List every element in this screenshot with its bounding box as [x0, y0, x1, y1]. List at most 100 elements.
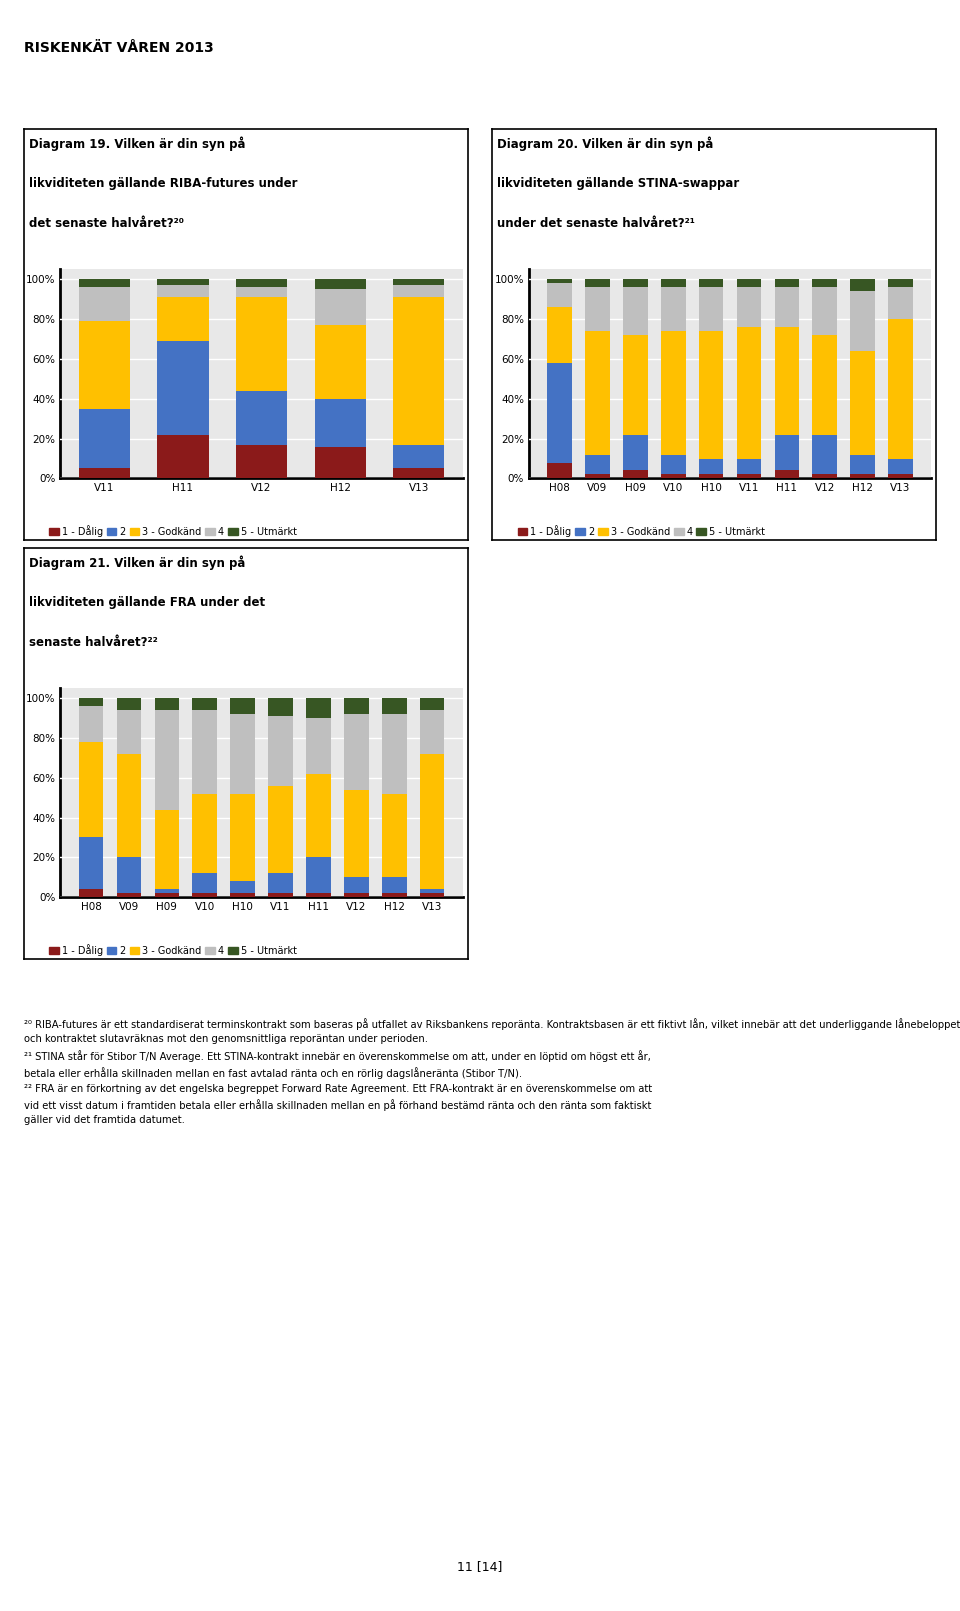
Bar — [736, 287, 761, 327]
Bar — [586, 279, 610, 287]
Text: Diagram 19. Vilken är din syn på: Diagram 19. Vilken är din syn på — [29, 137, 246, 151]
Bar — [547, 279, 572, 284]
Bar — [268, 873, 293, 894]
Bar — [79, 706, 104, 741]
Bar — [315, 279, 366, 288]
Bar — [268, 715, 293, 786]
Bar — [236, 445, 287, 478]
Bar — [306, 698, 331, 719]
Text: likviditeten gällande FRA under det: likviditeten gällande FRA under det — [29, 596, 265, 609]
Bar — [79, 741, 104, 838]
Bar — [660, 330, 685, 454]
Bar — [775, 279, 800, 287]
Bar — [192, 698, 217, 710]
Bar — [660, 475, 685, 478]
Text: likviditeten gällande RIBA-futures under: likviditeten gällande RIBA-futures under — [29, 177, 298, 190]
Bar — [547, 308, 572, 362]
Bar — [155, 810, 180, 889]
Bar — [117, 710, 141, 754]
Legend: 1 - Dålig, 2, 3 - Godkänd, 4, 5 - Utmärkt: 1 - Dålig, 2, 3 - Godkänd, 4, 5 - Utmärk… — [45, 520, 300, 541]
Text: ²⁰ RIBA-futures är ett standardiserat terminskontrakt som baseras på utfallet av: ²⁰ RIBA-futures är ett standardiserat te… — [24, 1018, 960, 1126]
Bar — [79, 409, 130, 469]
Bar — [268, 698, 293, 715]
Bar — [394, 469, 444, 478]
Bar — [420, 889, 444, 894]
Bar — [117, 894, 141, 897]
Bar — [420, 754, 444, 889]
Bar — [117, 754, 141, 857]
Bar — [420, 894, 444, 897]
Legend: 1 - Dålig, 2, 3 - Godkänd, 4, 5 - Utmärkt: 1 - Dålig, 2, 3 - Godkänd, 4, 5 - Utmärk… — [514, 520, 769, 541]
Text: under det senaste halvåret?²¹: under det senaste halvåret?²¹ — [497, 217, 695, 230]
Bar — [623, 279, 648, 287]
Text: Diagram 20. Vilken är din syn på: Diagram 20. Vilken är din syn på — [497, 137, 713, 151]
Bar — [236, 296, 287, 391]
Bar — [344, 714, 369, 789]
Bar — [157, 296, 208, 342]
Bar — [888, 279, 913, 287]
Bar — [623, 435, 648, 470]
Bar — [79, 698, 104, 706]
Bar — [79, 838, 104, 889]
Bar — [586, 454, 610, 475]
Bar — [192, 794, 217, 873]
Bar — [236, 391, 287, 445]
Bar — [306, 857, 331, 894]
Bar — [736, 279, 761, 287]
Bar — [236, 279, 287, 287]
Bar — [230, 894, 255, 897]
Bar — [157, 342, 208, 435]
Bar — [230, 881, 255, 894]
Bar — [382, 698, 406, 714]
Bar — [699, 459, 724, 475]
Bar — [851, 475, 875, 478]
Bar — [394, 296, 444, 445]
Text: SVERIGES
RIKSBANK: SVERIGES RIKSBANK — [816, 72, 869, 93]
Bar — [775, 435, 800, 470]
Bar — [382, 894, 406, 897]
Bar — [157, 285, 208, 296]
Bar — [315, 288, 366, 325]
Bar — [660, 279, 685, 287]
Legend: 1 - Dålig, 2, 3 - Godkänd, 4, 5 - Utmärkt: 1 - Dålig, 2, 3 - Godkänd, 4, 5 - Utmärk… — [45, 939, 300, 960]
Bar — [79, 889, 104, 897]
Bar — [315, 325, 366, 398]
Bar — [230, 794, 255, 881]
Bar — [155, 710, 180, 810]
Bar — [851, 279, 875, 292]
Bar — [192, 710, 217, 794]
Bar — [344, 878, 369, 894]
Bar — [306, 719, 331, 773]
Bar — [851, 454, 875, 475]
Bar — [155, 894, 180, 897]
Text: senaste halvåret?²²: senaste halvåret?²² — [29, 636, 157, 649]
Bar — [420, 710, 444, 754]
Bar — [394, 445, 444, 469]
Bar — [547, 462, 572, 478]
Bar — [812, 335, 837, 435]
Text: RISKENKÄT VÅREN 2013: RISKENKÄT VÅREN 2013 — [24, 42, 214, 55]
Bar — [660, 454, 685, 475]
Bar — [586, 287, 610, 330]
Bar — [420, 698, 444, 710]
Bar — [344, 698, 369, 714]
Bar — [586, 330, 610, 454]
Bar — [851, 292, 875, 351]
Bar — [157, 279, 208, 285]
Bar — [79, 287, 130, 321]
Text: det senaste halvåret?²⁰: det senaste halvåret?²⁰ — [29, 217, 183, 230]
Bar — [192, 894, 217, 897]
Bar — [547, 362, 572, 462]
Bar — [382, 878, 406, 894]
Bar — [79, 279, 130, 287]
Bar — [157, 435, 208, 478]
Bar — [155, 889, 180, 894]
Text: likviditeten gällande STINA-swappar: likviditeten gällande STINA-swappar — [497, 177, 739, 190]
Bar — [775, 327, 800, 435]
Bar — [888, 459, 913, 475]
Bar — [268, 894, 293, 897]
Bar — [812, 279, 837, 287]
Bar — [230, 698, 255, 714]
Bar — [382, 794, 406, 878]
Bar — [192, 873, 217, 894]
